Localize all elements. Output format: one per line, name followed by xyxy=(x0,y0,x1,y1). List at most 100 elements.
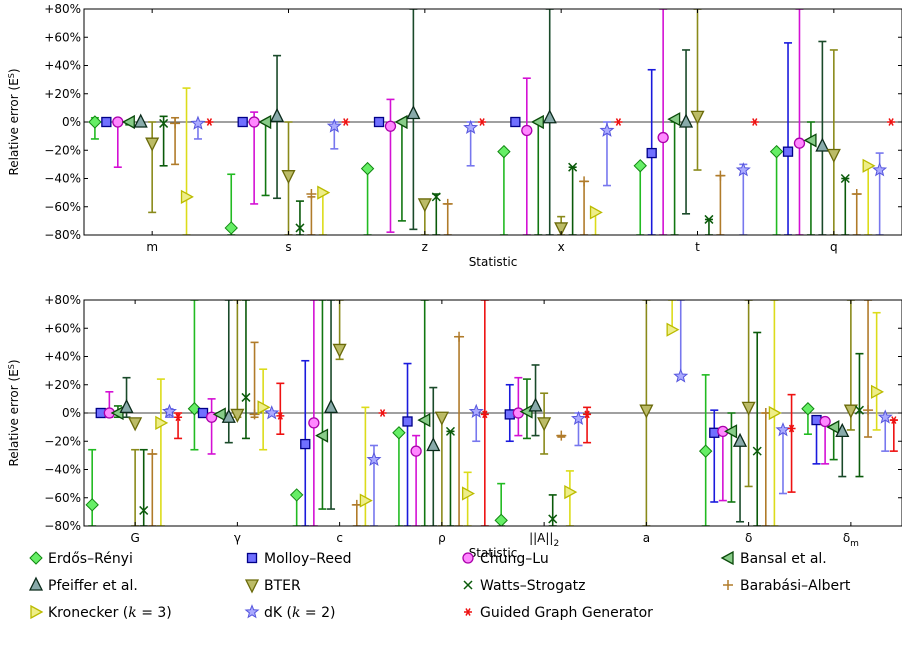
data-point xyxy=(360,161,375,176)
data-point xyxy=(445,426,455,436)
x-tick-label: c xyxy=(336,531,343,545)
data-point xyxy=(101,116,112,128)
data-point xyxy=(803,133,817,148)
data-point xyxy=(568,162,578,172)
x-tick-label: ρ xyxy=(438,531,446,545)
legend-marker xyxy=(463,580,473,590)
data-point xyxy=(801,402,815,416)
x-tick-label: G xyxy=(130,531,139,545)
data-point xyxy=(248,116,260,128)
legend-marker xyxy=(244,604,260,619)
data-point xyxy=(392,426,406,440)
x-tick-label: a xyxy=(643,531,650,545)
data-point xyxy=(815,137,830,152)
data-point xyxy=(530,114,544,130)
data-point xyxy=(768,405,782,421)
data-point xyxy=(843,404,858,419)
x-tick-label: m xyxy=(146,240,158,254)
data-point xyxy=(300,438,311,450)
data-point xyxy=(276,411,285,420)
data-point xyxy=(295,223,305,233)
data-point xyxy=(434,411,449,426)
x-tick-label: x xyxy=(558,240,565,254)
data-point xyxy=(583,410,592,419)
data-point xyxy=(306,189,317,200)
data-point xyxy=(537,417,552,432)
data-point xyxy=(782,146,794,157)
data-point xyxy=(431,192,441,202)
data-point xyxy=(787,424,796,433)
data-point xyxy=(88,115,102,129)
data-point xyxy=(197,407,209,419)
y-tick-label: +20% xyxy=(44,378,81,392)
data-point xyxy=(410,445,422,457)
data-point xyxy=(548,514,558,524)
data-point xyxy=(510,116,521,128)
data-point xyxy=(155,415,169,430)
data-point xyxy=(85,498,99,512)
data-point xyxy=(870,384,884,399)
legend-marker xyxy=(29,551,43,565)
plot-frame xyxy=(83,299,902,527)
legend-label: Watts–Strogatz xyxy=(480,578,586,594)
data-point xyxy=(161,403,177,418)
x-axis-label: Statistic xyxy=(469,255,518,269)
y-tick-label: −40% xyxy=(44,172,81,186)
data-point xyxy=(264,405,280,420)
data-point xyxy=(326,118,342,133)
data-point xyxy=(463,119,479,135)
y-tick-label: +60% xyxy=(44,30,81,44)
data-point xyxy=(224,221,238,235)
data-point xyxy=(289,488,304,502)
data-point xyxy=(887,118,896,126)
data-point xyxy=(159,118,169,128)
data-point xyxy=(646,147,657,159)
legend-label: dK (k = 2) xyxy=(264,605,335,621)
data-point xyxy=(308,417,320,429)
data-point xyxy=(205,118,214,126)
data-point xyxy=(341,118,350,126)
data-point xyxy=(741,401,756,416)
data-point xyxy=(461,486,475,501)
data-point xyxy=(332,343,347,358)
data-point xyxy=(359,493,373,508)
data-point xyxy=(528,397,543,412)
data-point xyxy=(417,412,431,428)
data-point xyxy=(769,144,784,159)
data-point xyxy=(732,432,748,447)
data-point xyxy=(678,113,694,128)
data-point xyxy=(468,403,484,418)
legend: Erdős–Rényi Molloy–Reed Chung–Lu Bansal et … xyxy=(28,550,851,621)
data-point xyxy=(589,205,603,220)
y-axis-label: Relative error (ES) xyxy=(7,68,21,175)
data-point xyxy=(614,118,623,126)
data-point xyxy=(384,120,397,132)
data-point xyxy=(281,170,296,185)
y-tick-label: −80% xyxy=(44,228,81,242)
y-tick-label: −80% xyxy=(44,519,81,533)
x-tick-label: δ xyxy=(745,531,752,545)
data-point xyxy=(657,131,669,144)
legend-marker xyxy=(462,552,474,564)
data-point xyxy=(599,122,615,137)
data-point xyxy=(190,115,206,130)
y-tick-label: +40% xyxy=(44,350,81,364)
legend-marker xyxy=(464,608,472,616)
data-point xyxy=(793,137,806,149)
data-point xyxy=(417,198,432,213)
legend-label: Barabási–Albert xyxy=(740,578,851,594)
data-point xyxy=(378,409,387,417)
data-point xyxy=(863,405,874,416)
y-tick-label: −40% xyxy=(44,463,81,477)
legend-marker xyxy=(244,579,260,594)
data-point xyxy=(673,368,689,383)
legend-marker xyxy=(723,580,733,590)
data-point xyxy=(212,407,226,422)
data-point xyxy=(454,331,465,342)
data-point xyxy=(554,222,569,235)
x-tick-label: z xyxy=(422,240,428,254)
x-tick-label: ||A||2 xyxy=(529,531,559,549)
plot-frame xyxy=(83,8,902,236)
data-point xyxy=(121,114,135,130)
